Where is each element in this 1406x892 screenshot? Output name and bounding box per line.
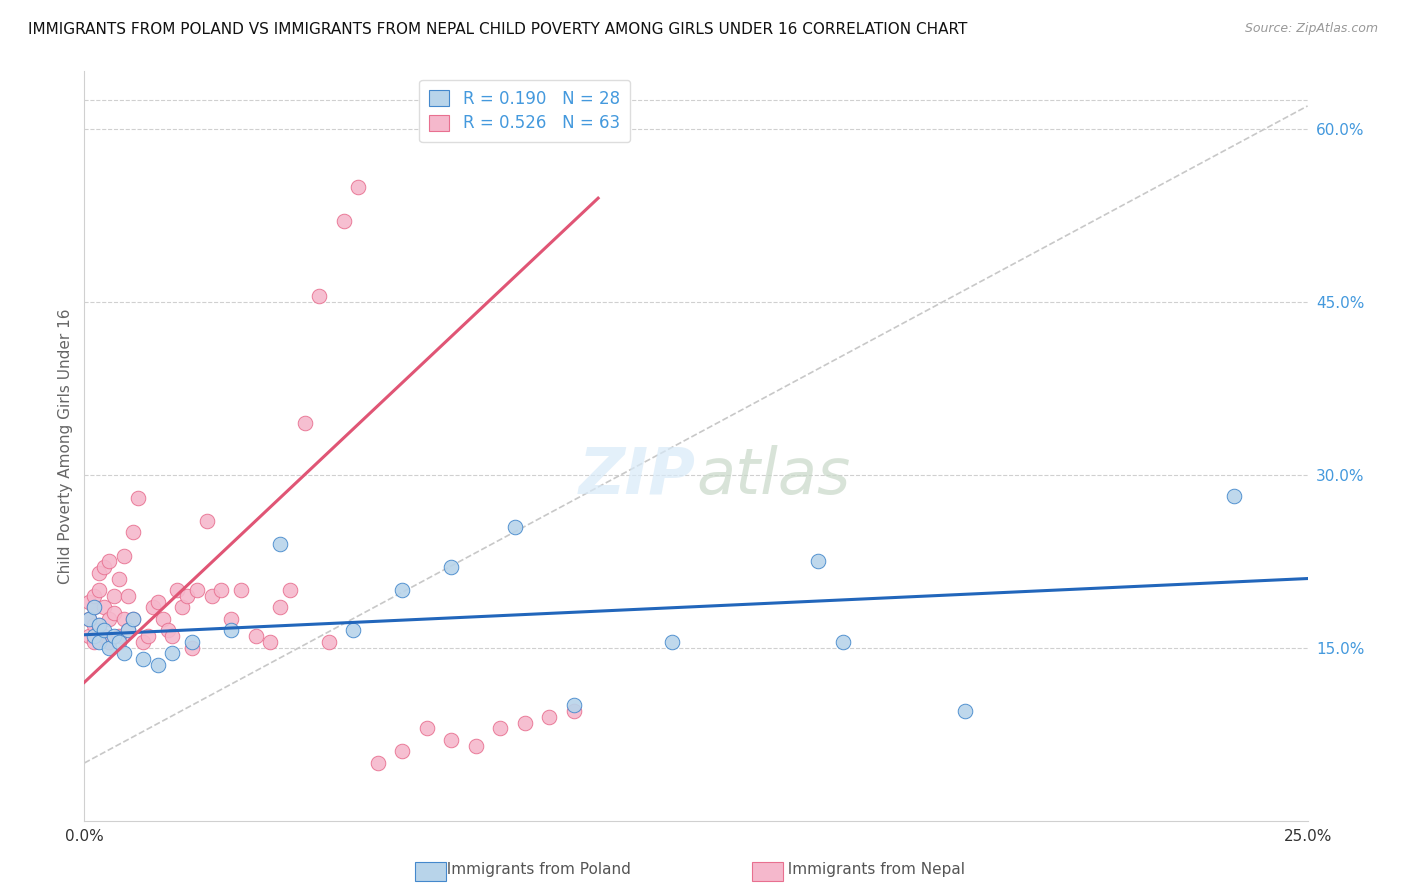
Point bbox=[142, 600, 165, 615]
Point bbox=[136, 629, 159, 643]
Point bbox=[807, 554, 830, 568]
Point bbox=[391, 744, 413, 758]
Point bbox=[112, 647, 135, 661]
Point bbox=[367, 756, 389, 770]
Point bbox=[294, 416, 316, 430]
Point bbox=[200, 589, 222, 603]
Legend: R = 0.190   N = 28, R = 0.526   N = 63: R = 0.190 N = 28, R = 0.526 N = 63 bbox=[419, 79, 630, 143]
Point bbox=[83, 617, 105, 632]
Point bbox=[87, 617, 110, 632]
Point bbox=[440, 560, 463, 574]
Point bbox=[93, 624, 115, 638]
Point bbox=[146, 658, 169, 673]
Point bbox=[229, 583, 252, 598]
Y-axis label: Child Poverty Among Girls Under 16: Child Poverty Among Girls Under 16 bbox=[58, 309, 73, 583]
Point bbox=[97, 612, 120, 626]
Text: IMMIGRANTS FROM POLAND VS IMMIGRANTS FROM NEPAL CHILD POVERTY AMONG GIRLS UNDER : IMMIGRANTS FROM POLAND VS IMMIGRANTS FRO… bbox=[28, 22, 967, 37]
Point bbox=[87, 566, 110, 580]
Point bbox=[107, 635, 129, 649]
Point bbox=[132, 652, 155, 666]
Point bbox=[562, 704, 585, 718]
Point bbox=[112, 549, 135, 563]
Point bbox=[77, 612, 100, 626]
Point bbox=[391, 583, 413, 598]
Point bbox=[146, 594, 169, 608]
Point bbox=[93, 560, 115, 574]
Point bbox=[87, 624, 110, 638]
Point bbox=[342, 624, 364, 638]
Point bbox=[503, 519, 526, 533]
Text: ZIP: ZIP bbox=[579, 445, 696, 507]
Point bbox=[166, 583, 188, 598]
Point bbox=[117, 624, 139, 638]
Point bbox=[83, 629, 105, 643]
Point bbox=[107, 572, 129, 586]
Point bbox=[107, 629, 129, 643]
Point bbox=[332, 214, 354, 228]
Point bbox=[122, 525, 145, 540]
Point bbox=[152, 612, 174, 626]
Point bbox=[122, 612, 145, 626]
Text: atlas: atlas bbox=[696, 445, 851, 507]
Point bbox=[87, 617, 110, 632]
Point bbox=[219, 624, 242, 638]
Point bbox=[103, 606, 125, 620]
Point bbox=[103, 629, 125, 643]
Point bbox=[181, 635, 204, 649]
Point bbox=[103, 589, 125, 603]
Point bbox=[562, 698, 585, 713]
Point bbox=[195, 514, 218, 528]
Point bbox=[156, 624, 179, 638]
Point bbox=[172, 600, 194, 615]
Point bbox=[440, 733, 463, 747]
Point bbox=[278, 583, 301, 598]
Point bbox=[162, 647, 184, 661]
Point bbox=[83, 600, 105, 615]
Point bbox=[83, 635, 105, 649]
Text: Immigrants from Poland: Immigrants from Poland bbox=[437, 863, 631, 877]
Point bbox=[127, 491, 149, 505]
Point bbox=[122, 612, 145, 626]
Point bbox=[176, 589, 198, 603]
Point bbox=[209, 583, 232, 598]
Point bbox=[93, 600, 115, 615]
Point bbox=[416, 722, 439, 736]
Text: Source: ZipAtlas.com: Source: ZipAtlas.com bbox=[1244, 22, 1378, 36]
Point bbox=[83, 600, 105, 615]
Point bbox=[87, 583, 110, 598]
Point bbox=[97, 640, 120, 655]
Point bbox=[77, 612, 100, 626]
Point bbox=[97, 635, 120, 649]
Point bbox=[77, 629, 100, 643]
Point bbox=[538, 710, 561, 724]
Point bbox=[318, 635, 340, 649]
Point bbox=[117, 624, 139, 638]
Point bbox=[245, 629, 267, 643]
Point bbox=[269, 537, 291, 551]
Point bbox=[513, 715, 536, 730]
Point bbox=[308, 289, 330, 303]
Point bbox=[93, 629, 115, 643]
Point bbox=[181, 640, 204, 655]
Point bbox=[97, 554, 120, 568]
Point bbox=[83, 589, 105, 603]
Point bbox=[661, 635, 683, 649]
Point bbox=[117, 589, 139, 603]
Text: Immigrants from Nepal: Immigrants from Nepal bbox=[778, 863, 966, 877]
Point bbox=[132, 635, 155, 649]
Point bbox=[953, 704, 976, 718]
Point bbox=[77, 594, 100, 608]
Point bbox=[112, 612, 135, 626]
Point bbox=[831, 635, 853, 649]
Point bbox=[489, 722, 512, 736]
Point bbox=[87, 635, 110, 649]
Point bbox=[162, 629, 184, 643]
Point bbox=[1223, 489, 1246, 503]
Point bbox=[347, 179, 370, 194]
Point bbox=[219, 612, 242, 626]
Point bbox=[259, 635, 281, 649]
Point bbox=[464, 739, 486, 753]
Point bbox=[269, 600, 291, 615]
Point bbox=[186, 583, 208, 598]
